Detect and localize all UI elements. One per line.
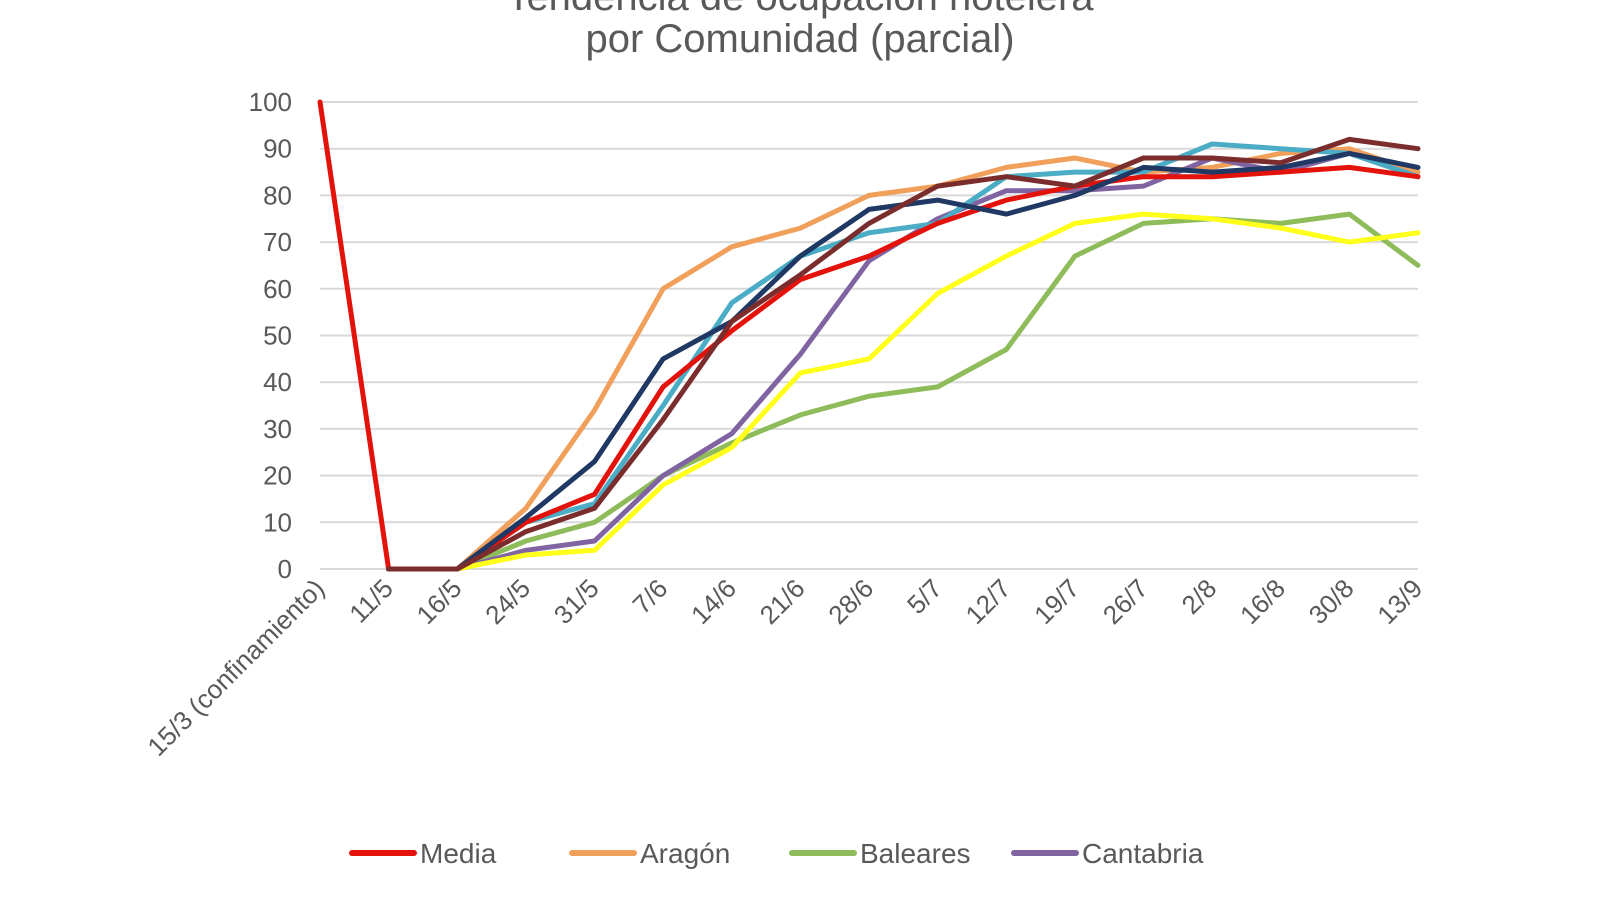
- x-axis-ticks: 15/3 (confinamiento) 11/5 16/5 24/5 31/5 7/6 1…: [141, 573, 1428, 762]
- y-tick-label: 30: [263, 414, 292, 444]
- chart-title-partial: Tendencia de ocupación hotelera: [506, 0, 1094, 19]
- x-tick-label: 26/7: [1097, 573, 1154, 630]
- series-line-amarillo: [386, 211, 1421, 572]
- series-line-granate: [386, 136, 1421, 572]
- series-line-media: [317, 99, 1421, 572]
- x-tick-label: 24/5: [479, 573, 536, 630]
- legend-label: Cantabria: [1082, 838, 1204, 869]
- x-tick-label: 12/7: [959, 573, 1016, 630]
- x-tick-label: 15/3 (confinamiento): [141, 573, 330, 762]
- y-tick-label: 100: [249, 87, 292, 117]
- x-tick-label: 11/5: [343, 573, 399, 629]
- y-axis-ticks: 0 10 20 30 40 50 60 70 80 90 100: [249, 87, 292, 584]
- legend: Media Aragón Baleares Cantabria: [349, 838, 1204, 869]
- y-tick-label: 60: [263, 274, 292, 304]
- legend-label: Baleares: [860, 838, 971, 869]
- series-line-celeste: [386, 141, 1421, 572]
- legend-label: Aragón: [640, 838, 730, 869]
- series-line-azul: [386, 150, 1421, 572]
- x-tick-label: 19/7: [1028, 573, 1085, 630]
- x-tick-label: 21/6: [754, 573, 811, 630]
- legend-label: Media: [420, 838, 497, 869]
- x-tick-label: 30/8: [1303, 573, 1360, 630]
- x-tick-label: 31/5: [548, 573, 605, 630]
- y-tick-label: 0: [278, 554, 292, 584]
- x-tick-label: 7/6: [627, 573, 674, 620]
- series-lines: [317, 99, 1421, 572]
- y-tick-label: 90: [263, 134, 292, 164]
- x-tick-label: 13/9: [1371, 573, 1428, 630]
- y-tick-label: 20: [263, 461, 292, 491]
- y-tick-label: 10: [263, 507, 292, 537]
- x-tick-label: 2/8: [1176, 573, 1223, 620]
- x-tick-label: 16/5: [410, 573, 467, 630]
- x-tick-label: 5/7: [901, 573, 948, 620]
- x-tick-label: 14/6: [685, 573, 742, 630]
- chart-title: por Comunidad (parcial): [585, 17, 1014, 61]
- y-tick-label: 50: [263, 321, 292, 351]
- y-tick-label: 40: [263, 367, 292, 397]
- y-tick-label: 70: [263, 227, 292, 257]
- x-tick-label: 16/8: [1234, 573, 1291, 630]
- y-tick-label: 80: [263, 180, 292, 210]
- x-tick-label: 28/6: [822, 573, 879, 630]
